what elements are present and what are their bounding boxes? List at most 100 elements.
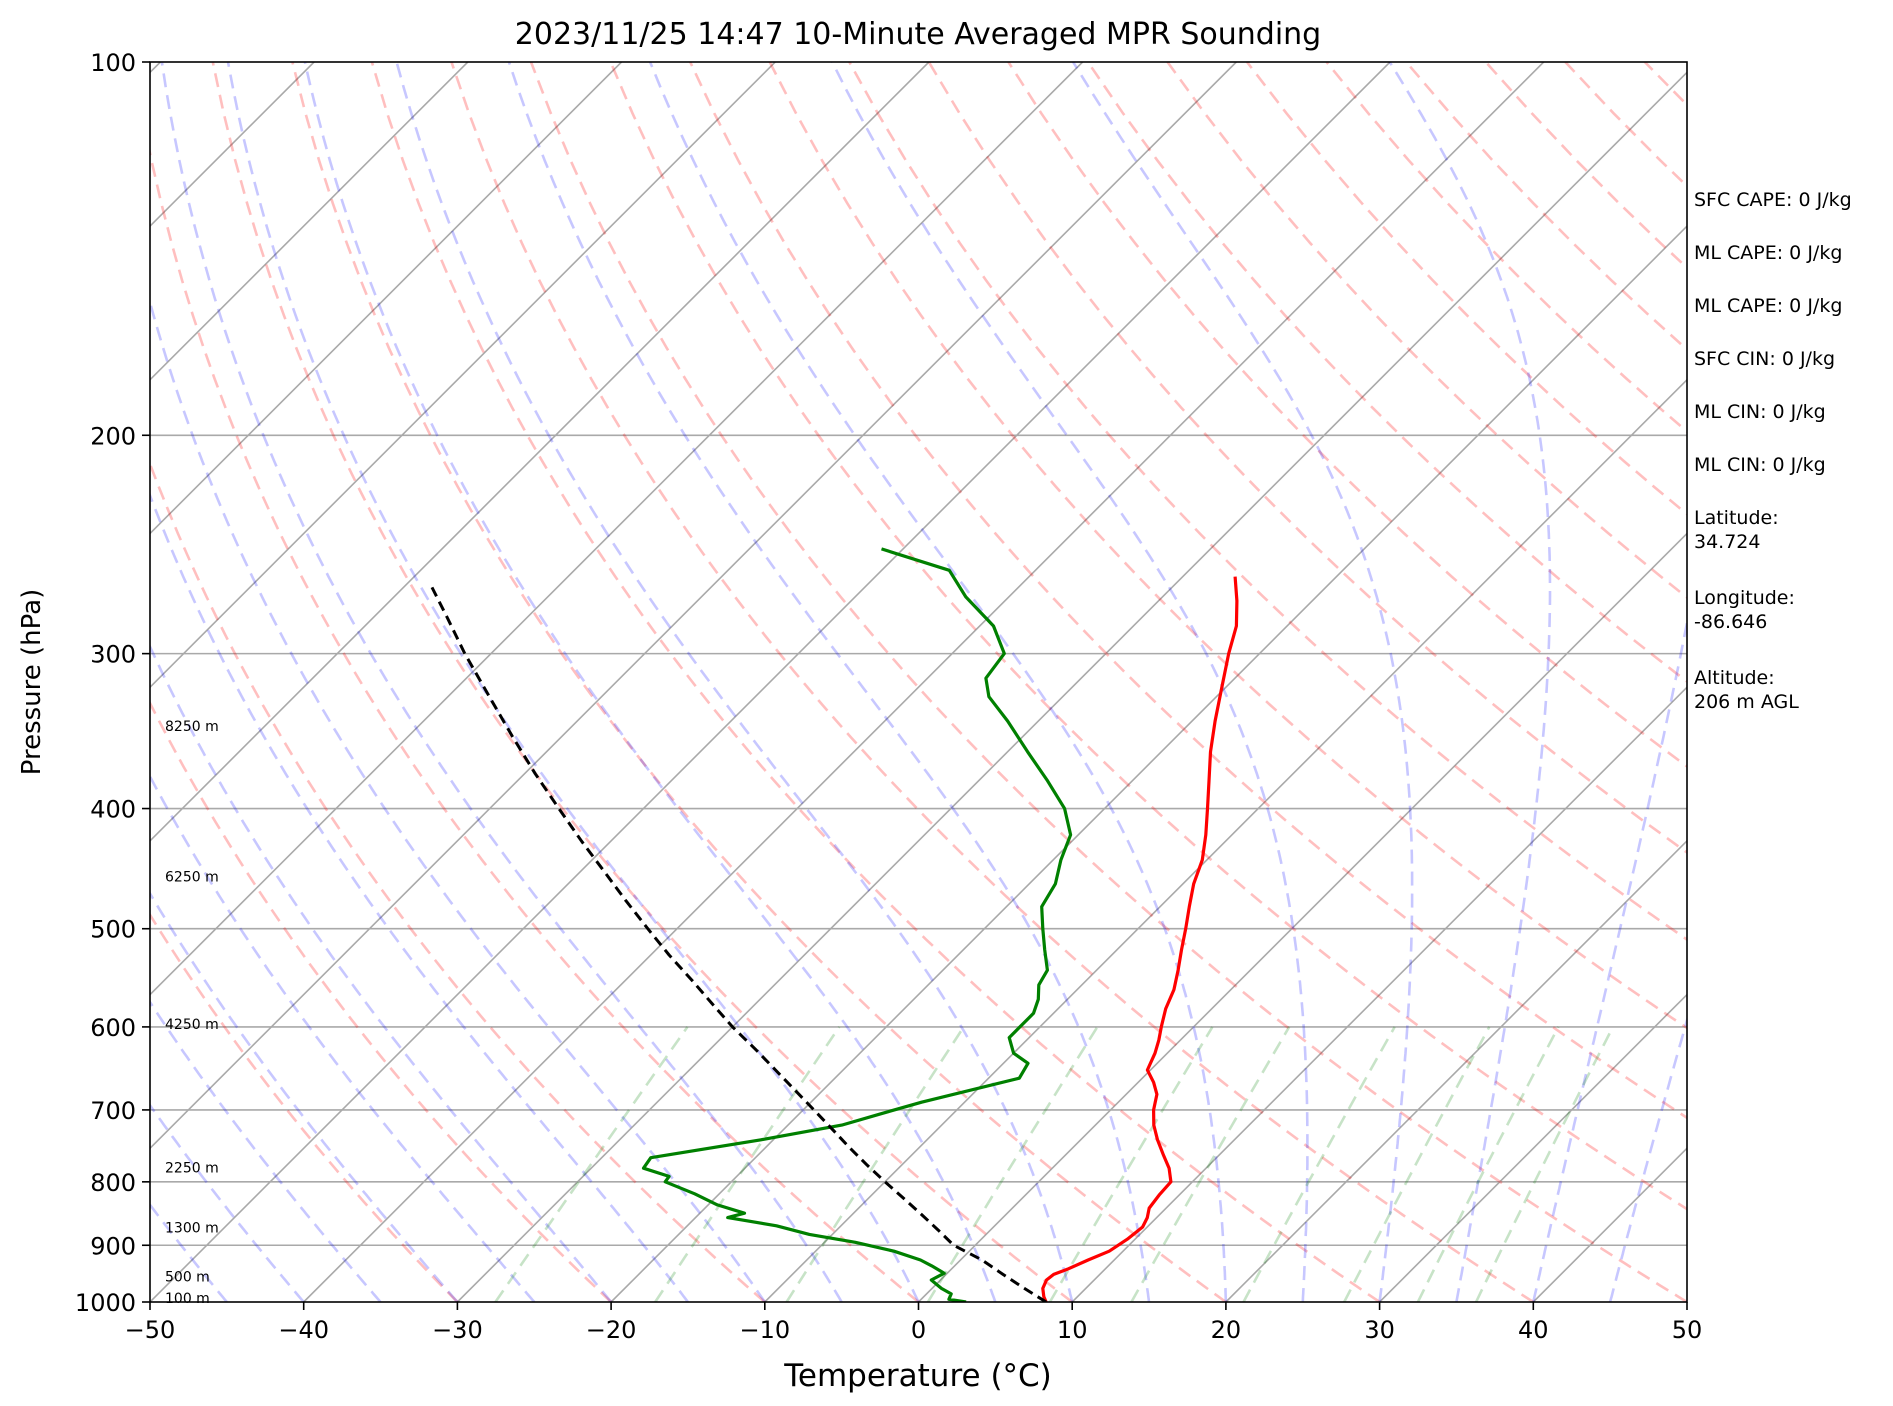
dry-adiabat-line (1166, 62, 1687, 600)
y-tick-label: 600 (90, 1014, 136, 1042)
x-tick-label: 30 (1364, 1316, 1395, 1344)
y-axis-label: Pressure (hPa) (17, 589, 47, 776)
dry-adiabat-line (150, 146, 920, 1302)
dry-adiabat-line (529, 62, 1687, 1302)
isotherm-line (610, 224, 1687, 1302)
moist-adiabat-line (150, 297, 766, 1302)
dry-adiabat-line (150, 912, 459, 1302)
altitude-value: 206 m AGL (1694, 691, 1799, 713)
latitude-value: 34.724 (1694, 531, 1761, 553)
isotherm-line (303, 62, 1545, 1302)
x-tick-label: 20 (1211, 1316, 1242, 1344)
y-tick-label: 700 (90, 1097, 136, 1125)
moist-adiabat-line (1608, 1015, 1687, 1302)
moist-adiabat-line (395, 62, 1074, 1302)
mixing-ratio-line (1242, 1026, 1396, 1302)
x-tick-label: 0 (911, 1316, 926, 1344)
isotherm-line (1071, 686, 1687, 1302)
sfc-cape-text: SFC CAPE: 0 J/kg (1694, 189, 1852, 211)
sfc-cin-text: SFC CIN: 0 J/kg (1694, 348, 1836, 370)
moist-adiabat-line (648, 62, 1228, 1302)
height-label: 6250 m (165, 870, 219, 886)
x-tick-label: 50 (1672, 1316, 1703, 1344)
y-tick-label: 500 (90, 916, 136, 944)
moist-adiabat-line (150, 643, 613, 1302)
dry-adiabat-line (689, 62, 1687, 1120)
isotherm-line (917, 532, 1687, 1302)
moist-adiabat-line (1532, 615, 1687, 1302)
mixing-ratio-line (1343, 1026, 1491, 1302)
temperature-profile-line (1041, 576, 1239, 1302)
moist-adiabat-line (303, 62, 997, 1302)
height-label: 500 m (165, 1270, 210, 1286)
moist-adiabat-line (831, 62, 1309, 1302)
y-tick-label: 800 (90, 1169, 136, 1197)
dry-adiabat-line (450, 62, 1535, 1302)
x-tick-label: 40 (1518, 1316, 1549, 1344)
x-tick-label: −40 (278, 1316, 329, 1344)
isotherm-line (456, 71, 1687, 1302)
height-label: 1300 m (165, 1221, 219, 1237)
ml-cape-text: ML CAPE: 0 J/kg (1694, 242, 1843, 264)
ml-cin-text: ML CIN: 0 J/kg (1694, 401, 1826, 423)
stats-panel: SFC CAPE: 0 J/kg ML CAPE: 0 J/kg ML CAPE… (1694, 188, 1884, 714)
x-axis-label: Temperature (°C) (783, 1358, 1052, 1394)
x-tick-label: −50 (125, 1316, 176, 1344)
x-tick-label: −10 (739, 1316, 790, 1344)
isotherm-line (150, 62, 1084, 996)
moist-adiabat-line (150, 890, 459, 1302)
y-tick-label: 300 (90, 641, 136, 669)
isotherm-line (1225, 839, 1687, 1302)
mixing-ratio-line (1416, 1026, 1560, 1302)
moist-adiabat-line (150, 1103, 305, 1302)
mixing-ratio-line (926, 1026, 1099, 1302)
y-tick-label: 100 (90, 49, 136, 77)
ml-cin-text-2: ML CIN: 0 J/kg (1694, 454, 1826, 476)
longitude-label: Longitude: (1694, 587, 1795, 609)
isotherm-line (150, 62, 930, 843)
height-label: 2250 m (165, 1161, 219, 1177)
isotherm-line (150, 62, 1237, 1150)
mixing-ratio-line (494, 1026, 689, 1302)
dewpoint-profile-line (641, 547, 1073, 1302)
moist-adiabat-line (150, 999, 382, 1302)
mixing-ratio-line (1474, 1026, 1615, 1302)
isotherm-line (150, 62, 469, 381)
y-tick-label: 400 (90, 796, 136, 824)
moist-adiabat-line (150, 1202, 228, 1302)
moist-adiabat-line (1388, 62, 1552, 1302)
isotherm-line (1379, 993, 1687, 1302)
height-label: 100 m (165, 1291, 210, 1307)
longitude-value: -86.646 (1694, 611, 1768, 633)
altitude-label: Altitude: (1694, 667, 1775, 689)
y-tick-label: 200 (90, 422, 136, 450)
chart-title: 2023/11/25 14:47 10-Minute Averaged MPR … (515, 17, 1321, 52)
dry-adiabat-line (370, 62, 1381, 1302)
moist-adiabat-line (150, 491, 689, 1302)
axes: 100 m 500 m 1300 m 2250 m 4250 m 6250 m 8250 m… (75, 49, 1702, 1344)
dry-adiabat-line (211, 62, 1073, 1302)
mixing-ratio-line (654, 1026, 841, 1302)
isotherm-line (150, 62, 623, 535)
moist-adiabat-line (1071, 62, 1414, 1302)
dry-adiabat-line (609, 62, 1687, 1211)
y-tick-label: 1000 (75, 1289, 136, 1317)
isotherm-line (764, 378, 1687, 1302)
plot-area (150, 62, 1687, 1302)
mixing-ratio-line (785, 1026, 965, 1302)
latitude-label: Latitude: (1694, 507, 1779, 529)
x-tick-label: −30 (432, 1316, 483, 1344)
height-label: 4250 m (165, 1017, 219, 1033)
mixing-ratio-line (1048, 1026, 1214, 1302)
moist-adiabat-line (160, 62, 843, 1302)
mixing-ratio-line (1130, 1026, 1291, 1302)
isotherm-line (150, 62, 776, 689)
height-label: 8250 m (165, 719, 219, 735)
moist-adiabat-line (150, 773, 536, 1302)
isotherm-line (150, 62, 1391, 1302)
moist-adiabat-line (226, 62, 920, 1302)
dry-adiabat-line (768, 62, 1687, 1030)
